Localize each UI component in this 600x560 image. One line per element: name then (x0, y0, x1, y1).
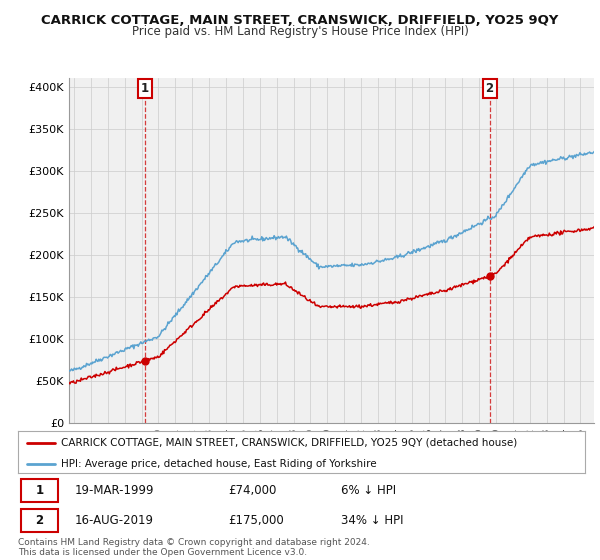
Text: 2: 2 (485, 82, 494, 95)
Text: 1: 1 (35, 484, 43, 497)
FancyBboxPatch shape (21, 479, 58, 502)
Text: Price paid vs. HM Land Registry's House Price Index (HPI): Price paid vs. HM Land Registry's House … (131, 25, 469, 38)
Text: £74,000: £74,000 (228, 484, 276, 497)
Text: 2: 2 (35, 514, 43, 526)
Text: CARRICK COTTAGE, MAIN STREET, CRANSWICK, DRIFFIELD, YO25 9QY: CARRICK COTTAGE, MAIN STREET, CRANSWICK,… (41, 14, 559, 27)
Text: HPI: Average price, detached house, East Riding of Yorkshire: HPI: Average price, detached house, East… (61, 459, 376, 469)
Text: 34% ↓ HPI: 34% ↓ HPI (341, 514, 404, 526)
Text: 1: 1 (141, 82, 149, 95)
Text: £175,000: £175,000 (228, 514, 284, 526)
Text: CARRICK COTTAGE, MAIN STREET, CRANSWICK, DRIFFIELD, YO25 9QY (detached house): CARRICK COTTAGE, MAIN STREET, CRANSWICK,… (61, 438, 517, 448)
Text: Contains HM Land Registry data © Crown copyright and database right 2024.
This d: Contains HM Land Registry data © Crown c… (18, 538, 370, 557)
Text: 6% ↓ HPI: 6% ↓ HPI (341, 484, 397, 497)
Text: 16-AUG-2019: 16-AUG-2019 (75, 514, 154, 526)
Text: 19-MAR-1999: 19-MAR-1999 (75, 484, 154, 497)
FancyBboxPatch shape (21, 508, 58, 531)
